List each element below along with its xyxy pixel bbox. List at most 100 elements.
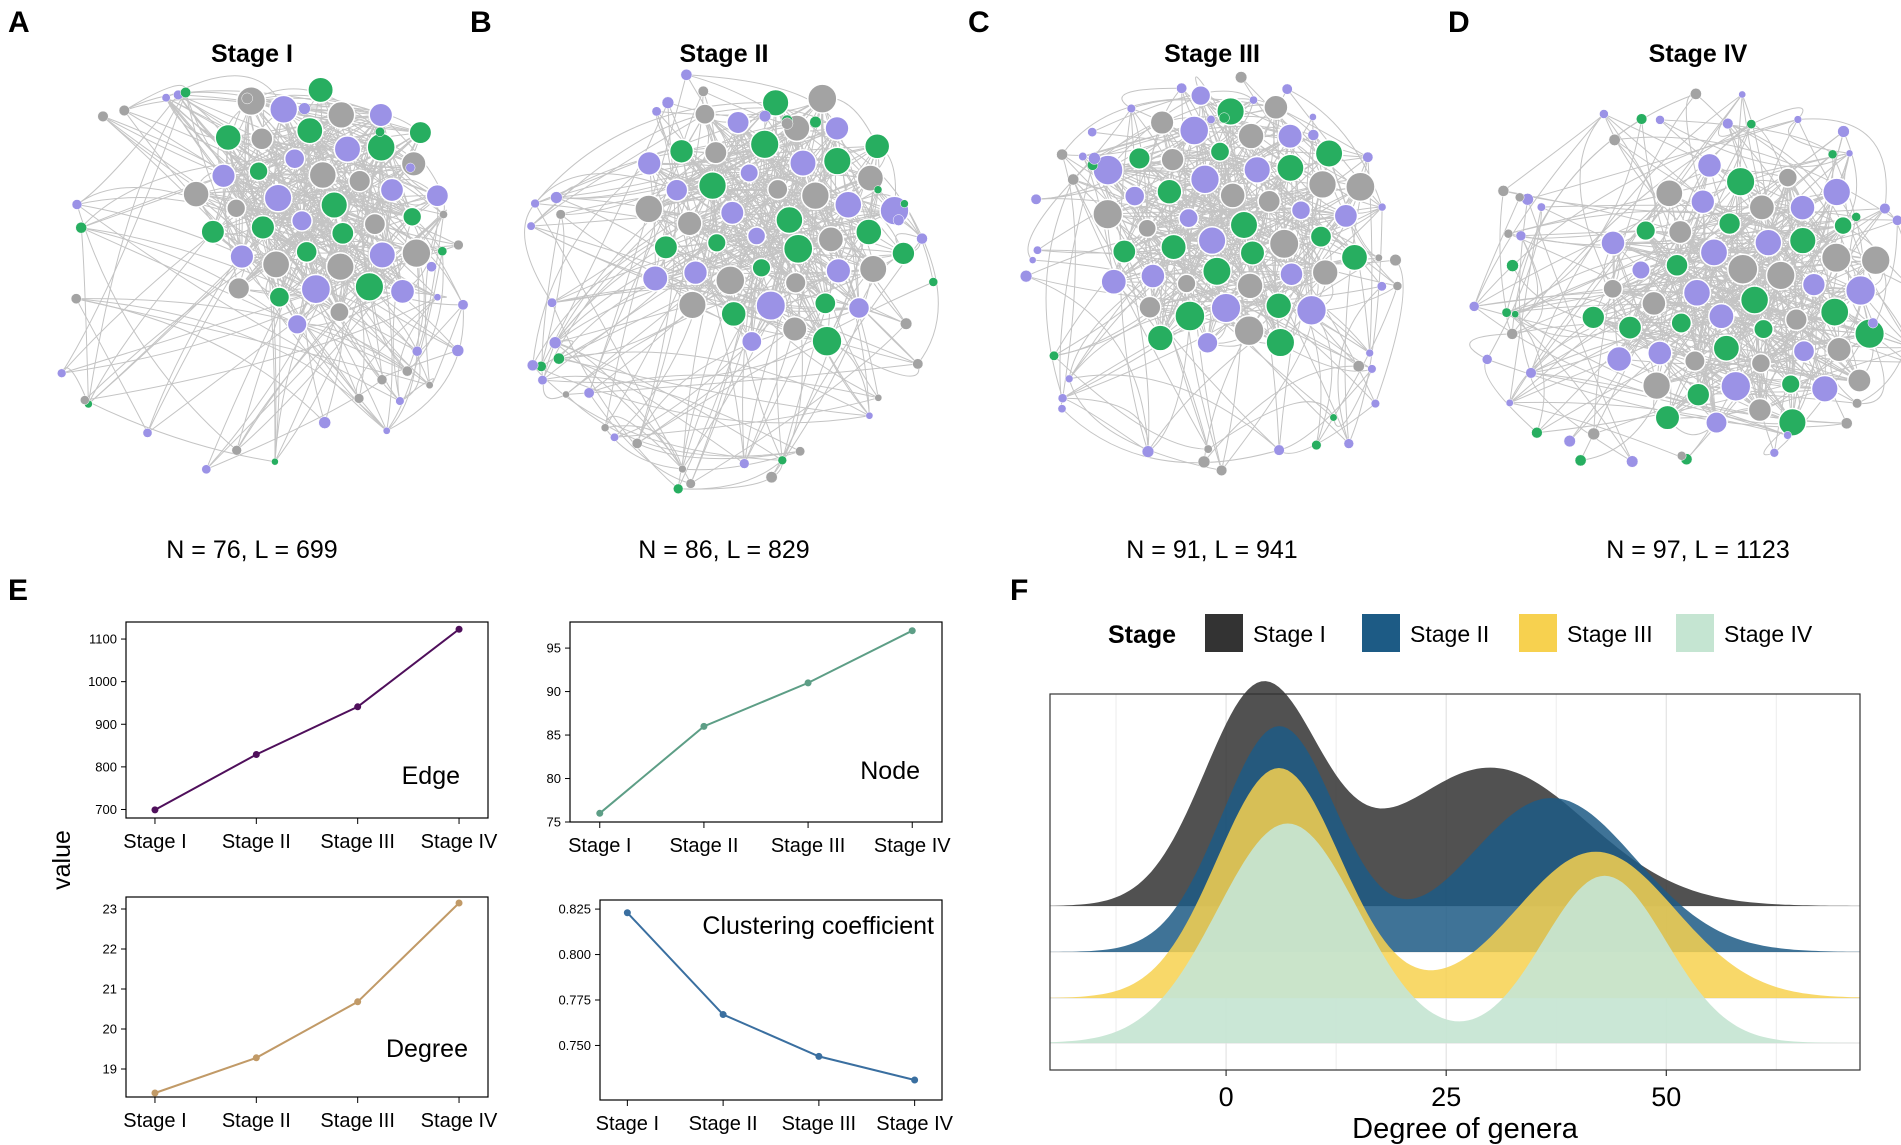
network-node: [241, 92, 253, 105]
network-edge: [165, 97, 438, 298]
network-edge: [1487, 358, 1847, 428]
network-edge: [1061, 408, 1280, 464]
legend-swatch: [1676, 614, 1714, 652]
y-tick-label: 95: [547, 641, 561, 656]
legend-label: Stage III: [1567, 621, 1653, 647]
network-node: [1750, 353, 1772, 374]
data-point: [596, 809, 604, 817]
network-edge: [123, 110, 408, 372]
network-node: [1249, 95, 1258, 105]
network-node: [1196, 331, 1219, 354]
network-node: [1847, 368, 1872, 393]
network-edge: [1113, 252, 1253, 283]
network-edge: [534, 145, 878, 204]
edge-line-chart: 700 800 900 1000 1100 Stage I Stage II Stage I…: [88, 621, 498, 853]
network-edge: [1506, 312, 1633, 462]
network-edge: [205, 147, 382, 470]
network-size-label: N = 86, L = 829: [638, 536, 809, 564]
network-edge: [258, 171, 276, 462]
network-node: [451, 344, 465, 357]
network-edge: [1062, 206, 1383, 399]
network-node: [900, 199, 909, 208]
network-edge: [1580, 322, 1682, 461]
network-edge: [1509, 402, 1687, 460]
network-edge: [1842, 131, 1858, 226]
network-edge: [1659, 119, 1833, 155]
network-node: [1236, 272, 1264, 300]
legend-title: Stage: [1108, 621, 1176, 649]
network-edge: [554, 342, 692, 484]
network-node: [261, 250, 291, 279]
network-node: [1789, 194, 1816, 221]
network-node: [1655, 115, 1665, 125]
network-node: [295, 240, 318, 264]
network-nodes: [1468, 88, 1901, 468]
network-node: [363, 212, 387, 236]
network-edge: [1113, 135, 1291, 283]
network-edge: [530, 113, 706, 227]
network-node: [900, 317, 913, 330]
network-edge: [636, 328, 795, 444]
network-node: [1219, 182, 1246, 209]
network-node: [408, 120, 433, 145]
network-node: [1178, 115, 1210, 146]
network-node: [807, 83, 838, 114]
network-node: [719, 200, 745, 226]
network-node: [1738, 90, 1747, 99]
network-edge: [1200, 95, 1330, 154]
network-edge: [278, 180, 360, 298]
network-node: [761, 88, 790, 117]
network-node: [1203, 444, 1213, 454]
network-edge: [1216, 206, 1383, 272]
network-edge: [1053, 355, 1209, 450]
network-node: [1845, 149, 1854, 158]
network-edge: [87, 92, 187, 405]
network-edge: [1797, 118, 1887, 209]
network-edge: [1200, 95, 1323, 185]
network-edge: [258, 170, 444, 215]
network-node: [1309, 113, 1317, 121]
network-edge: [1527, 199, 1633, 462]
network-panel-stage-3: Stage III N = 91, L = 941: [1019, 40, 1404, 564]
network-edge: [1207, 401, 1334, 450]
network-node: [180, 87, 192, 98]
legend-label: Stage II: [1410, 621, 1489, 647]
network-node: [1765, 260, 1796, 291]
network-node: [329, 301, 350, 323]
network-node: [1197, 455, 1211, 469]
network-node: [781, 117, 794, 130]
panel-label-e: E: [8, 574, 28, 607]
network-node: [1333, 203, 1359, 229]
panel-label-d: D: [1448, 6, 1470, 39]
network-node: [1827, 149, 1838, 160]
network-edge: [1203, 365, 1359, 463]
network-edge: [1509, 131, 1844, 404]
network-node: [231, 445, 242, 456]
network-node: [856, 164, 885, 192]
legend-label: Stage I: [1253, 621, 1326, 647]
degree-line-chart: 19 20 21 22 23 Stage I Stage II Stage III Stage…: [103, 896, 498, 1132]
network-node: [1295, 294, 1328, 326]
network-node: [1826, 336, 1853, 363]
network-edge: [1053, 283, 1187, 357]
network-node: [1525, 367, 1537, 379]
network-node: [75, 221, 87, 234]
y-tick-label: 1000: [88, 674, 117, 689]
network-node: [1309, 225, 1333, 248]
network-edge: [1518, 199, 1532, 374]
network-edge: [80, 227, 89, 405]
network-edge: [1278, 186, 1361, 307]
network-edge: [614, 397, 879, 438]
network-node: [1033, 245, 1042, 255]
network-edge: [1061, 154, 1076, 399]
network-edge: [1032, 259, 1359, 367]
network-edge: [534, 102, 776, 204]
network-edge: [1315, 285, 1398, 446]
network-node: [1722, 118, 1734, 130]
network-node: [892, 214, 905, 226]
network-size-label: N = 76, L = 699: [166, 536, 337, 564]
network-node: [1777, 167, 1799, 188]
network-edge: [531, 195, 816, 227]
plot-frame: [125, 621, 489, 819]
network-node: [1599, 109, 1609, 119]
